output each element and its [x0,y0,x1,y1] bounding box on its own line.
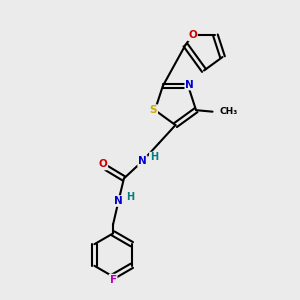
Text: O: O [188,30,197,40]
Text: O: O [98,159,107,170]
Text: H: H [126,192,134,203]
Text: N: N [138,156,147,166]
Text: F: F [110,274,117,285]
Text: CH₃: CH₃ [219,107,237,116]
Text: N: N [114,196,123,206]
Text: S: S [150,105,157,115]
Text: N: N [185,80,194,89]
Text: H: H [150,152,158,163]
